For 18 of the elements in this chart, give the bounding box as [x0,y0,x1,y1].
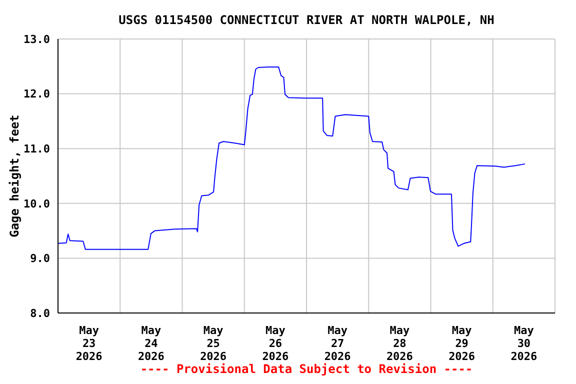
y-tick-label: 9.0 [30,252,50,266]
y-tick-label: 13.0 [24,32,50,46]
x-tick-label: May 28 2026 [386,324,414,363]
x-tick-label: May 25 2026 [200,324,227,363]
x-tick-label: May 23 2026 [76,324,103,363]
x-tick-label: May 30 2026 [510,324,538,363]
chart-title: USGS 01154500 CONNECTICUT RIVER AT NORTH WALPOLE, NH [118,13,496,27]
x-tick-label: May 29 2026 [448,324,476,363]
x-tick-label: May 24 2026 [138,324,165,363]
line-series [58,66,526,250]
y-tick-label: 8.0 [30,306,50,320]
y-tick-label: 10.0 [24,197,50,210]
y-tick-label: 11.0 [24,142,50,156]
text: ---- Provisional Data Subject to Revision ---- [139,362,474,376]
x-tick-label: May 26 2026 [262,324,290,363]
x-tick-label: May 27 2026 [324,324,352,363]
y-axis-title: Gage height, feet [7,114,22,238]
y-tick-label: 12.0 [24,88,50,101]
